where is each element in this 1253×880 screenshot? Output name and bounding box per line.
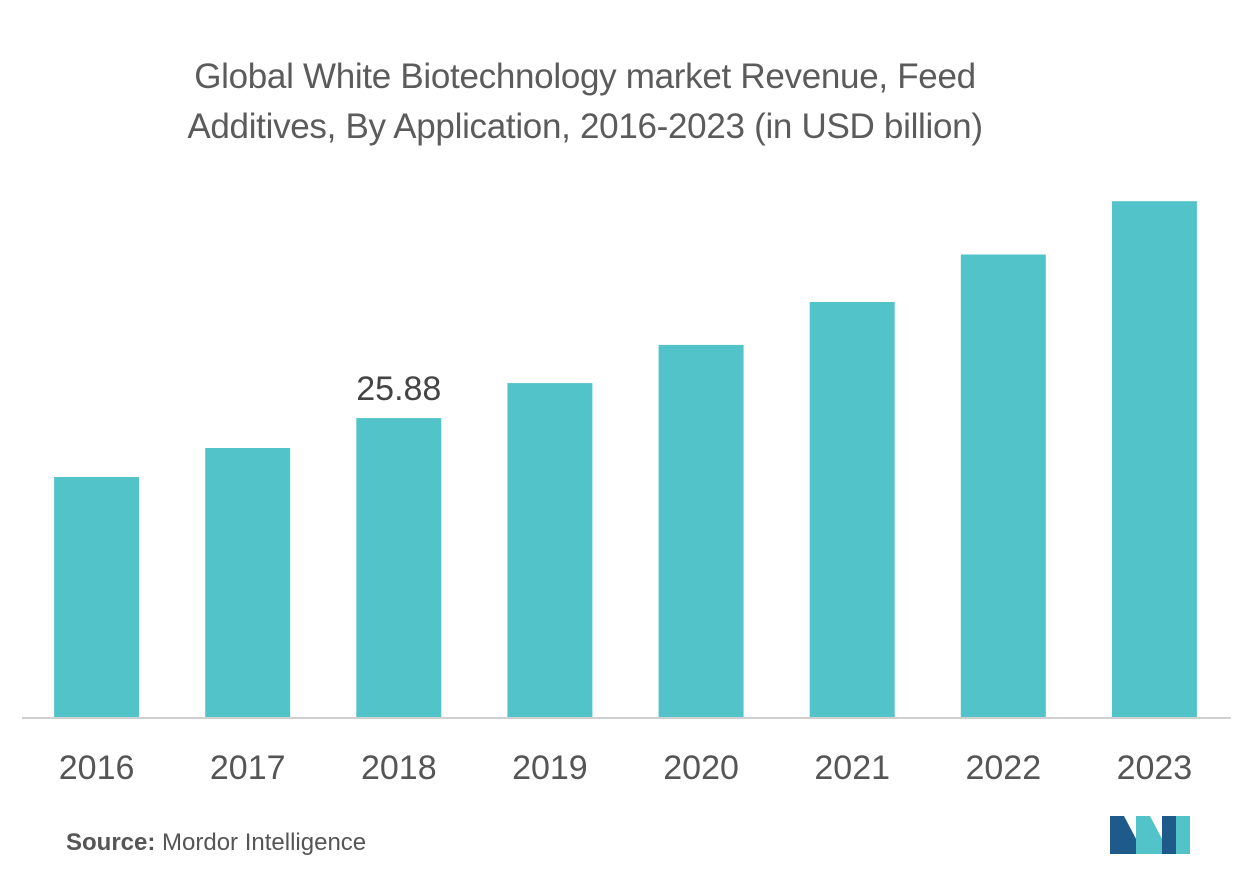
- bar-2016: [54, 477, 140, 718]
- logo-shape-left: [1110, 816, 1144, 854]
- x-tick-label-2022: 2022: [965, 749, 1041, 787]
- x-tick-label-2016: 2016: [59, 749, 135, 787]
- data-label-2018: 25.88: [356, 370, 441, 408]
- bar-2020: [658, 344, 744, 718]
- logo-shape-mid: [1136, 816, 1170, 854]
- bar-2021: [809, 302, 895, 718]
- source-note: Source: Mordor Intelligence: [66, 829, 366, 857]
- source-value: Mordor Intelligence: [155, 829, 367, 856]
- x-tick-label-2019: 2019: [512, 749, 588, 787]
- chart-title-line-1: Global White Biotechnology market Revenu…: [194, 57, 976, 96]
- bar-2022: [960, 254, 1046, 718]
- x-tick-label-2020: 2020: [663, 749, 739, 787]
- logo-shape-right: [1162, 816, 1176, 854]
- bar-2018: [356, 418, 442, 718]
- source-label: Source:: [66, 829, 156, 856]
- chart-title-line-2: Additives, By Application, 2016-2023 (in…: [187, 107, 983, 146]
- logo-shape-right-accent: [1176, 816, 1190, 854]
- x-tick-label-2017: 2017: [210, 749, 286, 787]
- x-tick-label-2021: 2021: [814, 749, 890, 787]
- x-tick-label-2023: 2023: [1117, 749, 1193, 787]
- bar-2019: [507, 383, 593, 718]
- bar-2023: [1111, 201, 1197, 718]
- x-tick-label-2018: 2018: [361, 749, 437, 787]
- bar-2017: [205, 448, 291, 718]
- chart-title: Global White Biotechnology market Revenu…: [70, 52, 1100, 152]
- mordor-intelligence-logo-icon: [1110, 816, 1190, 854]
